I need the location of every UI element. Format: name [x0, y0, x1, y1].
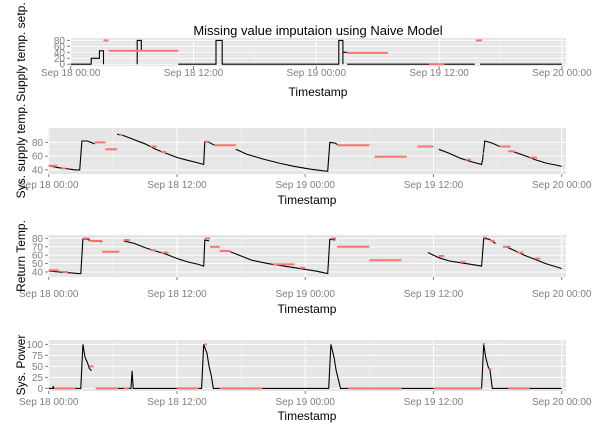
y-tick-label: 50 — [32, 259, 44, 270]
y-axis-title: Return Temp. — [14, 220, 28, 292]
observed-series-line — [438, 140, 500, 166]
y-tick-label: 0 — [37, 384, 43, 395]
x-tick-label: Sep 18 12:00 — [164, 68, 224, 79]
x-tick-label: Sep 18 00:00 — [19, 180, 79, 191]
x-tick-label: Sep 18 12:00 — [147, 180, 207, 191]
x-axis-title: Timestamp — [278, 193, 337, 207]
y-axis-title: Sys. Power — [14, 335, 28, 396]
x-tick-label: Sep 18 00:00 — [19, 397, 79, 408]
y-axis-title: Supply temp. setp. — [14, 2, 28, 101]
y-tick-label: 20 — [54, 54, 66, 65]
y-tick-label: 75 — [32, 351, 44, 362]
y-tick-label: 70 — [32, 242, 44, 253]
y-tick-label: 40 — [32, 267, 44, 278]
x-tick-label: Sep 20 00:00 — [532, 180, 592, 191]
panel-1: Sep 18 00:00 Sep 18 12:00 Sep 19 00:00 Sep … — [14, 2, 592, 101]
y-tick-label: 80 — [32, 234, 44, 245]
y-axis-title: Sys. supply temp. — [14, 104, 28, 199]
chart-title: Missing value imputaion using Naive Mode… — [193, 23, 442, 38]
panel-4: Sep 18 00:00 Sep 18 12:00 Sep 19 00:00 Sep … — [14, 335, 592, 423]
x-tick-label: Sep 20 00:00 — [532, 68, 592, 79]
x-axis-title: Timestamp — [289, 85, 348, 99]
y-tick-label: 25 — [32, 373, 44, 384]
y-tick-label: 50 — [32, 362, 44, 373]
x-tick-label: Sep 19 12:00 — [404, 289, 464, 300]
panel-3: Sep 18 00:00 Sep 18 12:00 Sep 19 00:00 Sep … — [14, 220, 592, 316]
x-tick-label: Sep 19 12:00 — [404, 397, 464, 408]
x-tick-label: Sep 20 00:00 — [532, 289, 592, 300]
x-tick-label: Sep 19 00:00 — [275, 289, 335, 300]
y-tick-label: 80 — [54, 36, 66, 47]
x-tick-label: Sep 20 00:00 — [532, 397, 592, 408]
observed-series-line — [95, 370, 177, 389]
x-tick-label: Sep 18 12:00 — [147, 397, 207, 408]
observed-series-line — [235, 141, 338, 172]
x-tick-label: Sep 19 12:00 — [404, 180, 464, 191]
x-axis-title: Timestamp — [278, 302, 337, 316]
panel-background — [48, 128, 566, 174]
observed-series-line — [48, 344, 92, 389]
observed-series-line — [427, 237, 496, 267]
x-tick-label: Sep 19 12:00 — [409, 68, 469, 79]
y-tick-label: 60 — [54, 42, 66, 53]
observed-series-line — [198, 344, 220, 389]
y-tick-label: 60 — [32, 251, 44, 262]
observed-series-line — [48, 140, 95, 171]
observed-series-line — [510, 150, 562, 167]
x-tick-label: Sep 19 00:00 — [287, 68, 347, 79]
observed-series-line — [70, 50, 105, 65]
x-tick-label: Sep 19 00:00 — [275, 397, 335, 408]
panel-background — [48, 340, 566, 391]
y-tick-label: 80 — [32, 138, 44, 149]
observed-series-line — [178, 39, 344, 65]
y-tick-label: 100 — [26, 340, 43, 351]
y-tick-label: 40 — [32, 165, 44, 176]
x-tick-label: Sep 18 00:00 — [19, 289, 79, 300]
observed-series-line — [262, 344, 348, 389]
x-tick-label: Sep 19 00:00 — [275, 180, 335, 191]
panel-2: Sep 18 00:00 Sep 18 12:00 Sep 19 00:00 Sep … — [14, 104, 592, 207]
observed-series-line — [230, 238, 336, 275]
y-tick-label: 0 — [59, 60, 65, 71]
observed-series-line — [123, 239, 210, 267]
y-tick-label: 40 — [54, 48, 66, 59]
x-axis-title: Timestamp — [278, 409, 337, 423]
x-tick-label: Sep 18 00:00 — [41, 68, 101, 79]
x-tick-label: Sep 18 12:00 — [147, 289, 207, 300]
y-tick-label: 60 — [32, 152, 44, 163]
